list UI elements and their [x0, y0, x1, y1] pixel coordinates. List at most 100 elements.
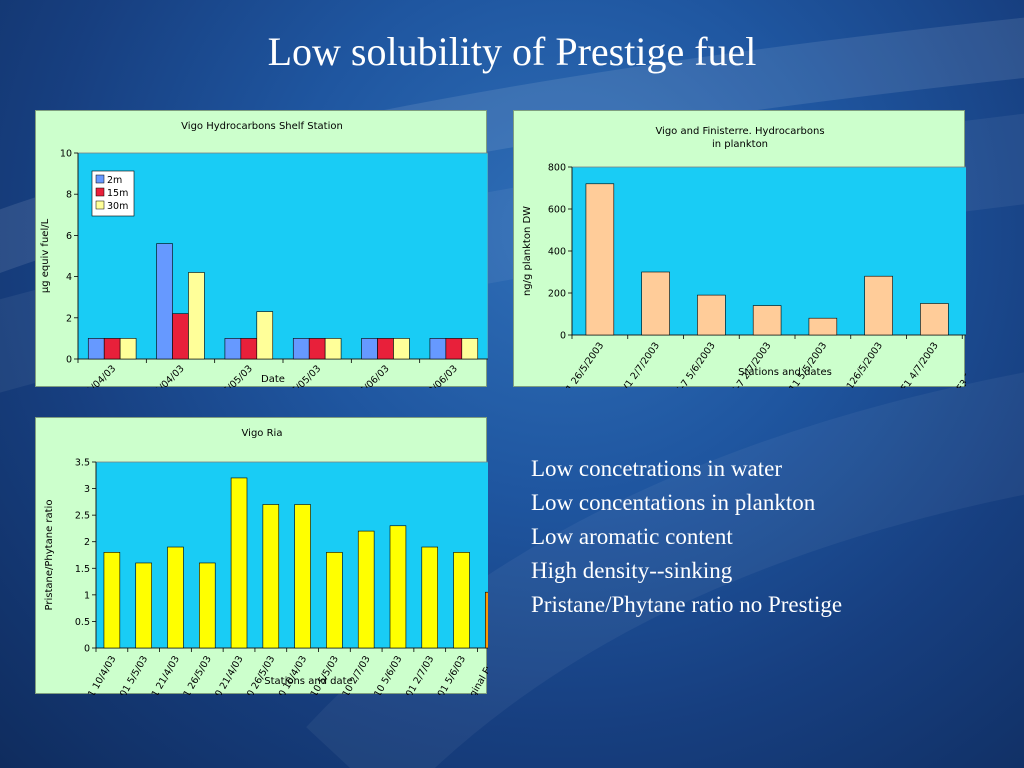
y-tick-label: 3 — [84, 484, 90, 495]
y-tick-label: 10 — [60, 149, 72, 160]
bar — [87, 338, 105, 360]
x-tick-label: P01 5/6/03 — [433, 654, 468, 695]
bar — [461, 338, 479, 360]
x-tick-label: V6-7 2/7/2003 — [726, 340, 774, 388]
bar — [485, 591, 488, 649]
y-tick-label: 2 — [84, 537, 90, 548]
y-axis-label: ng/g plankton DW — [522, 206, 533, 296]
x-tick-label: 11/04/03 — [80, 363, 118, 388]
x-tick-label: 05/05/03 — [217, 363, 255, 388]
y-tick-label: 6 — [66, 231, 72, 242]
x-tick-label: F3 3/6/2003 — [955, 340, 966, 388]
chart-shelf-station: Vigo Hydrocarbons Shelf Station 0 2 4 6 8 10 11… — [35, 110, 488, 388]
x-tick-label: 05/06/03 — [354, 363, 392, 388]
bullet-item: Pristane/Phytane ratio no Prestige — [531, 592, 843, 617]
x-tick-label: P01 2/7/03 — [401, 654, 436, 695]
bar — [230, 477, 248, 649]
y-tick-label: 0 — [84, 644, 90, 655]
chart-title: Vigo Hydrocarbons Shelf Station — [181, 121, 343, 132]
bar — [103, 338, 121, 360]
legend-swatch — [95, 187, 105, 197]
bar — [256, 311, 274, 360]
bar — [292, 338, 310, 360]
x-tick-label: V1 26/5/2003 — [560, 340, 606, 388]
bar — [172, 313, 189, 360]
chart-shelf-station-svg: Vigo Hydrocarbons Shelf Station 0 2 4 6 8 10 11… — [40, 121, 488, 388]
bar — [429, 338, 447, 360]
bar — [697, 294, 726, 336]
bullet-item: High density--sinking — [531, 558, 733, 583]
y-tick-label: 400 — [548, 247, 566, 258]
bar — [377, 338, 394, 360]
y-tick-label: 1.5 — [75, 564, 90, 575]
legend-swatch — [95, 174, 105, 184]
y-tick-label: 2.5 — [75, 511, 90, 522]
bar — [421, 546, 438, 649]
bullet-item: Low concetrations in water — [531, 456, 782, 481]
chart-plankton-svg: Vigo and Finisterre. Hydrocarbons in plan… — [522, 126, 966, 388]
bar — [167, 546, 184, 649]
x-tick-label: V1 2/7/2003 — [620, 340, 662, 388]
bar — [585, 183, 615, 336]
legend-label: 30m — [107, 201, 128, 212]
x-axis-label: Date — [261, 374, 285, 385]
legend-label: 15m — [107, 188, 128, 199]
x-tick-label: V10-1126/5/2003 — [829, 340, 886, 388]
chart-title: Vigo Ria — [242, 428, 283, 439]
y-tick-label: 800 — [548, 163, 566, 174]
bar — [864, 275, 893, 336]
y-tick-label: 8 — [66, 190, 72, 201]
y-tick-label: 3.5 — [75, 458, 90, 469]
x-tick-label: P10 5/5/03 — [306, 654, 341, 695]
y-tick-label: 0 — [66, 355, 72, 366]
x-tick-label: P10 2/7/03 — [338, 654, 373, 695]
bar — [294, 504, 311, 649]
bar — [103, 552, 121, 649]
chart-plankton: Vigo and Finisterre. Hydrocarbons in plan… — [513, 110, 966, 388]
x-tick-label: 21/04/03 — [149, 363, 187, 388]
bar — [199, 562, 216, 649]
y-axis-label: µg equiv fuel/L — [40, 218, 51, 293]
chart-title: Vigo and Finisterre. Hydrocarbons — [655, 126, 824, 137]
bar — [361, 338, 378, 360]
bullet-item: Low concentations in plankton — [531, 490, 816, 515]
y-tick-label: 1 — [84, 590, 90, 601]
chart-title: in plankton — [712, 139, 768, 150]
bar — [262, 504, 280, 649]
x-tick-label: F1 4/7/2003 — [899, 340, 941, 388]
bar — [188, 272, 205, 360]
bar — [393, 338, 410, 360]
bar — [357, 530, 375, 649]
y-tick-label: 2 — [66, 313, 72, 324]
y-tick-label: 0 — [560, 331, 566, 342]
bar — [920, 303, 949, 336]
y-tick-label: 200 — [548, 289, 566, 300]
plot-area — [77, 152, 488, 360]
x-axis-label: Stations and date — [264, 676, 352, 687]
bar — [389, 525, 407, 649]
legend-swatch — [95, 200, 105, 210]
bullet-list: Low concetrations in water Low concentat… — [531, 452, 1001, 622]
bar — [445, 338, 463, 360]
y-axis-label: Pristane/Phytane ratio — [44, 500, 55, 611]
slide-title: Low solubility of Prestige fuel — [267, 29, 757, 74]
bar — [752, 305, 782, 336]
x-axis-label: Stations and dates — [738, 367, 832, 378]
bar — [808, 317, 838, 336]
y-tick-label: 0.5 — [75, 617, 90, 628]
y-tick-label: 4 — [66, 272, 72, 283]
bar — [308, 338, 326, 360]
y-tick-label: 600 — [548, 205, 566, 216]
bar — [119, 338, 137, 360]
legend-label: 2m — [107, 175, 122, 186]
bar — [156, 243, 173, 360]
x-tick-label: V 6-7 5/6/2003 — [668, 340, 718, 388]
bar — [240, 338, 258, 360]
bar — [135, 562, 152, 649]
x-tick-label: P10 5/6/03 — [369, 654, 404, 695]
bar — [224, 338, 242, 360]
x-tick-label: 26/05/03 — [285, 363, 323, 388]
bullet-item: Low aromatic content — [531, 524, 733, 549]
bar — [641, 271, 670, 336]
